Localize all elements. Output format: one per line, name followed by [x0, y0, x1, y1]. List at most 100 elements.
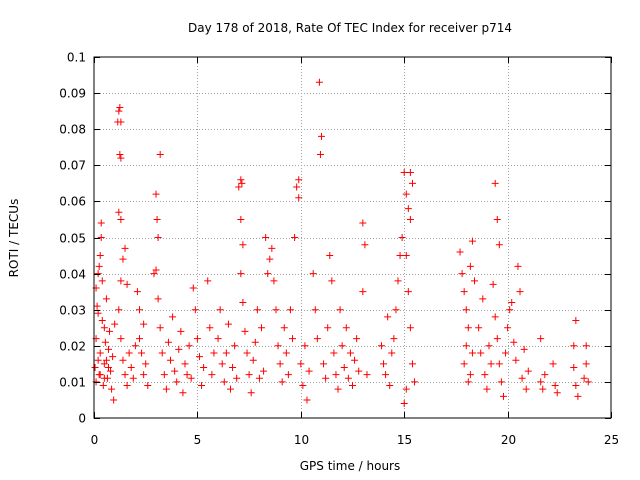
data-point — [508, 298, 516, 306]
data-point — [299, 382, 307, 390]
data-point — [260, 367, 268, 375]
data-point — [336, 306, 344, 314]
data-point — [384, 313, 392, 321]
data-point — [574, 392, 582, 400]
data-point — [361, 241, 369, 249]
data-point — [458, 270, 466, 278]
data-point — [322, 374, 330, 382]
data-point — [351, 356, 359, 364]
data-point — [235, 183, 243, 191]
plot-frame — [93, 56, 612, 419]
data-point — [268, 244, 276, 252]
data-point — [390, 335, 398, 343]
data-point — [570, 363, 578, 371]
data-point — [121, 244, 129, 252]
data-point — [404, 288, 412, 296]
data-point — [491, 179, 499, 187]
data-point — [127, 363, 135, 371]
data-point — [189, 284, 197, 292]
data-point — [386, 382, 394, 390]
data-point — [243, 349, 251, 357]
data-point — [204, 277, 212, 285]
data-point — [328, 277, 336, 285]
data-point — [338, 342, 346, 350]
data-point — [138, 349, 146, 357]
data-point — [123, 382, 131, 390]
data-point — [541, 371, 549, 379]
data-point — [582, 360, 590, 368]
data-point — [111, 320, 119, 328]
y-tick-label: 0.07 — [59, 159, 86, 173]
data-points — [91, 78, 592, 408]
data-point — [220, 378, 228, 386]
data-point — [233, 374, 241, 382]
data-point — [115, 208, 123, 216]
y-tick-label: 0.08 — [59, 123, 86, 137]
y-tick-label: 0.1 — [67, 51, 86, 65]
data-point — [466, 371, 474, 379]
data-point — [247, 389, 255, 397]
y-tick-label: 0.09 — [59, 87, 86, 101]
data-point — [406, 169, 414, 177]
data-point — [181, 360, 189, 368]
data-point — [462, 306, 470, 314]
data-point — [398, 234, 406, 241]
data-point — [495, 360, 503, 368]
data-point — [115, 306, 123, 314]
data-point — [249, 356, 257, 364]
data-point — [309, 270, 317, 278]
data-point — [489, 280, 497, 288]
data-point — [153, 215, 161, 223]
data-point — [214, 335, 222, 343]
data-point — [311, 306, 319, 314]
data-point — [238, 179, 246, 187]
data-point — [293, 183, 301, 191]
data-point — [284, 371, 292, 379]
data-point — [101, 338, 109, 346]
x-tick-label: 15 — [397, 433, 412, 447]
y-tick-label: 0.04 — [59, 268, 86, 282]
data-point — [169, 313, 177, 321]
data-point — [98, 277, 106, 285]
data-point — [549, 360, 557, 368]
data-point — [226, 385, 234, 393]
data-point — [297, 360, 305, 368]
data-point — [394, 277, 402, 285]
data-point — [258, 324, 266, 332]
data-point — [206, 324, 214, 332]
data-point — [131, 342, 139, 350]
data-point — [121, 371, 129, 379]
data-point — [100, 374, 108, 382]
data-point — [93, 302, 101, 310]
data-point — [97, 234, 105, 241]
data-point — [117, 215, 125, 223]
data-point — [119, 255, 127, 263]
data-point — [280, 324, 288, 332]
data-point — [140, 371, 148, 379]
data-point — [349, 382, 356, 390]
data-point — [117, 335, 125, 343]
data-point — [464, 378, 472, 386]
data-point — [572, 317, 580, 325]
data-point — [464, 324, 472, 332]
data-point — [173, 378, 181, 386]
data-point — [98, 317, 106, 325]
data-point — [471, 277, 479, 285]
data-point — [359, 219, 367, 227]
data-point — [109, 353, 117, 361]
data-point — [316, 150, 324, 158]
data-point — [133, 288, 141, 296]
data-point — [388, 349, 396, 357]
data-point — [289, 335, 297, 343]
data-point — [491, 313, 499, 321]
data-point — [344, 374, 352, 382]
data-point — [330, 349, 338, 357]
x-tick-label: 0 — [91, 433, 99, 447]
tick-labels: 0 5 10 15 20 25 0 0.01 0.02 0.03 0.04 0.05 0.06 0.07 0… — [59, 51, 619, 448]
data-point — [518, 374, 526, 382]
data-point — [270, 277, 278, 285]
data-point — [468, 349, 476, 357]
data-point — [108, 385, 116, 393]
data-point — [332, 371, 340, 379]
data-point — [264, 270, 272, 278]
